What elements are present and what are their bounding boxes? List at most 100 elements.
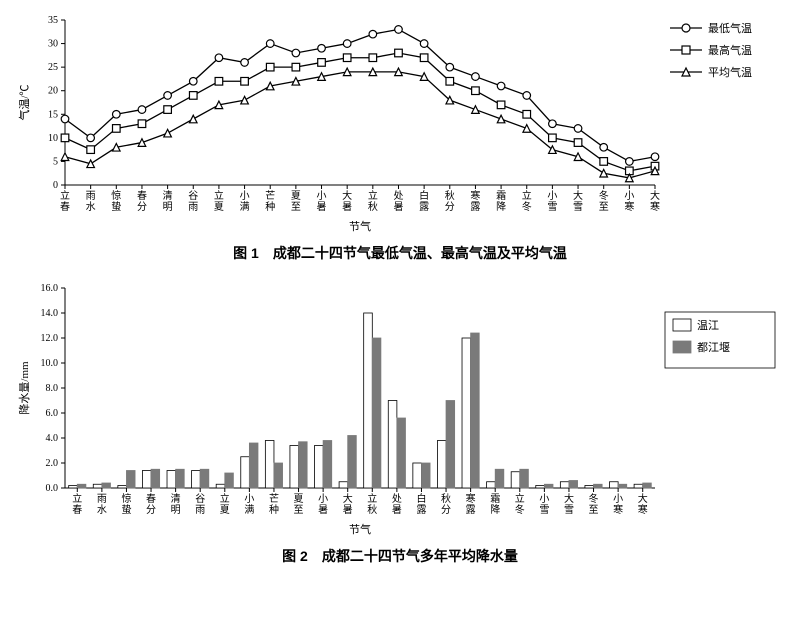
svg-text:夏: 夏	[294, 493, 304, 505]
svg-text:小: 小	[244, 493, 254, 505]
svg-text:露: 露	[470, 201, 480, 213]
svg-text:14.0: 14.0	[41, 308, 59, 319]
svg-text:暑: 暑	[393, 201, 403, 213]
svg-text:暑: 暑	[342, 201, 352, 213]
svg-text:夏: 夏	[220, 504, 230, 516]
svg-text:种: 种	[269, 503, 279, 516]
svg-text:满: 满	[240, 201, 250, 213]
svg-text:30: 30	[48, 39, 58, 50]
svg-text:满: 满	[244, 504, 254, 516]
svg-text:4.0: 4.0	[46, 433, 59, 444]
svg-text:露: 露	[419, 201, 429, 213]
svg-text:清: 清	[171, 492, 181, 505]
svg-text:至: 至	[599, 201, 609, 213]
svg-text:立: 立	[367, 492, 377, 505]
svg-text:雪: 雪	[573, 201, 583, 213]
svg-text:大: 大	[343, 492, 353, 505]
svg-text:春: 春	[146, 493, 156, 505]
chart1-y-label: 气温/℃	[17, 84, 31, 120]
svg-text:秋: 秋	[368, 200, 378, 213]
svg-text:小: 小	[240, 190, 250, 202]
svg-text:降: 降	[490, 503, 500, 516]
svg-text:春: 春	[137, 190, 147, 202]
svg-text:最低气温: 最低气温	[708, 21, 752, 35]
svg-text:寒: 寒	[650, 200, 660, 213]
svg-text:小: 小	[613, 493, 623, 505]
svg-text:寒: 寒	[613, 503, 623, 516]
svg-text:分: 分	[137, 201, 147, 213]
svg-text:暑: 暑	[317, 201, 327, 213]
svg-text:白: 白	[416, 492, 426, 505]
svg-text:秋: 秋	[367, 503, 377, 516]
svg-text:暑: 暑	[343, 504, 353, 516]
svg-text:12.0: 12.0	[41, 333, 59, 344]
svg-text:清: 清	[163, 189, 173, 202]
svg-text:立: 立	[214, 189, 224, 202]
svg-text:都江堰: 都江堰	[697, 341, 730, 354]
svg-text:寒: 寒	[470, 189, 480, 202]
svg-text:露: 露	[416, 504, 426, 516]
svg-text:10: 10	[48, 133, 58, 144]
svg-text:寒: 寒	[638, 503, 648, 516]
svg-text:8.0: 8.0	[46, 383, 59, 394]
svg-text:暑: 暑	[392, 504, 402, 516]
svg-text:谷: 谷	[195, 493, 205, 505]
svg-text:立: 立	[515, 492, 525, 505]
svg-text:夏: 夏	[291, 190, 301, 202]
svg-text:雨: 雨	[97, 494, 107, 505]
svg-text:谷: 谷	[188, 190, 198, 202]
svg-text:分: 分	[441, 504, 451, 516]
chart2-svg: 0.02.04.06.08.010.012.014.016.0降水量/mm立春雨…	[10, 278, 790, 538]
svg-text:处: 处	[392, 493, 402, 505]
chart1-svg: 05101520253035气温/℃立春雨水惊蛰春分清明谷雨立夏小满芒种夏至小暑…	[10, 10, 790, 235]
chart2-legend: 温江都江堰	[665, 312, 775, 368]
svg-text:雨: 雨	[188, 202, 198, 213]
chart1-container: 05101520253035气温/℃立春雨水惊蛰春分清明谷雨立夏小满芒种夏至小暑…	[10, 10, 790, 235]
svg-text:小: 小	[539, 493, 549, 505]
svg-text:平均气温: 平均气温	[708, 65, 752, 79]
svg-text:5: 5	[53, 156, 58, 167]
chart2-container: 0.02.04.06.08.010.012.014.016.0降水量/mm立春雨…	[10, 278, 790, 538]
svg-text:立: 立	[220, 492, 230, 505]
svg-text:雪: 雪	[547, 201, 557, 213]
svg-text:立: 立	[72, 492, 82, 505]
chart2-caption: 图 2 成都二十四节气多年平均降水量	[10, 546, 790, 566]
svg-text:至: 至	[291, 201, 301, 213]
svg-text:芒: 芒	[269, 492, 279, 505]
svg-text:霜: 霜	[490, 493, 500, 505]
svg-text:冬: 冬	[522, 200, 532, 213]
svg-text:大: 大	[564, 492, 574, 505]
svg-text:雨: 雨	[195, 505, 205, 516]
svg-text:20: 20	[48, 86, 58, 97]
svg-text:16.0: 16.0	[41, 283, 59, 294]
svg-text:分: 分	[445, 201, 455, 213]
svg-text:秋: 秋	[441, 492, 451, 505]
svg-text:0.0: 0.0	[46, 483, 59, 494]
svg-text:立: 立	[60, 189, 70, 202]
svg-text:大: 大	[573, 189, 583, 202]
svg-text:春: 春	[60, 201, 70, 213]
svg-text:蛰: 蛰	[121, 503, 131, 516]
chart1-x-label: 节气	[349, 219, 371, 233]
svg-text:小: 小	[547, 190, 557, 202]
svg-text:种: 种	[265, 200, 275, 213]
svg-text:立: 立	[522, 189, 532, 202]
svg-text:大: 大	[638, 492, 648, 505]
svg-text:小: 小	[624, 190, 634, 202]
svg-text:大: 大	[650, 189, 660, 202]
svg-text:15: 15	[48, 109, 58, 120]
svg-text:白: 白	[419, 189, 429, 202]
svg-text:大: 大	[342, 189, 352, 202]
svg-text:冬: 冬	[515, 503, 525, 516]
chart2-y-label: 降水量/mm	[17, 361, 31, 415]
svg-text:处: 处	[393, 190, 403, 202]
svg-text:0: 0	[53, 180, 58, 191]
svg-text:春: 春	[72, 504, 82, 516]
svg-text:蛰: 蛰	[111, 200, 121, 213]
svg-text:夏: 夏	[214, 201, 224, 213]
svg-text:水: 水	[86, 201, 96, 213]
svg-text:雨: 雨	[86, 191, 96, 202]
svg-text:小: 小	[318, 493, 328, 505]
svg-text:雪: 雪	[539, 504, 549, 516]
svg-text:露: 露	[466, 504, 476, 516]
